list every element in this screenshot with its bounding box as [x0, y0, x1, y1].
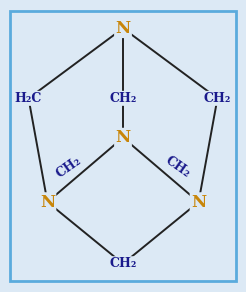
- Text: N: N: [115, 20, 131, 37]
- Text: N: N: [191, 194, 206, 211]
- Text: CH₂: CH₂: [162, 154, 192, 180]
- Text: H₂C: H₂C: [15, 92, 42, 105]
- Text: CH₂: CH₂: [54, 154, 84, 180]
- Text: N: N: [40, 194, 55, 211]
- FancyBboxPatch shape: [10, 11, 236, 281]
- Text: CH₂: CH₂: [109, 92, 137, 105]
- Text: N: N: [115, 129, 131, 146]
- Text: CH₂: CH₂: [204, 92, 231, 105]
- Text: CH₂: CH₂: [109, 257, 137, 270]
